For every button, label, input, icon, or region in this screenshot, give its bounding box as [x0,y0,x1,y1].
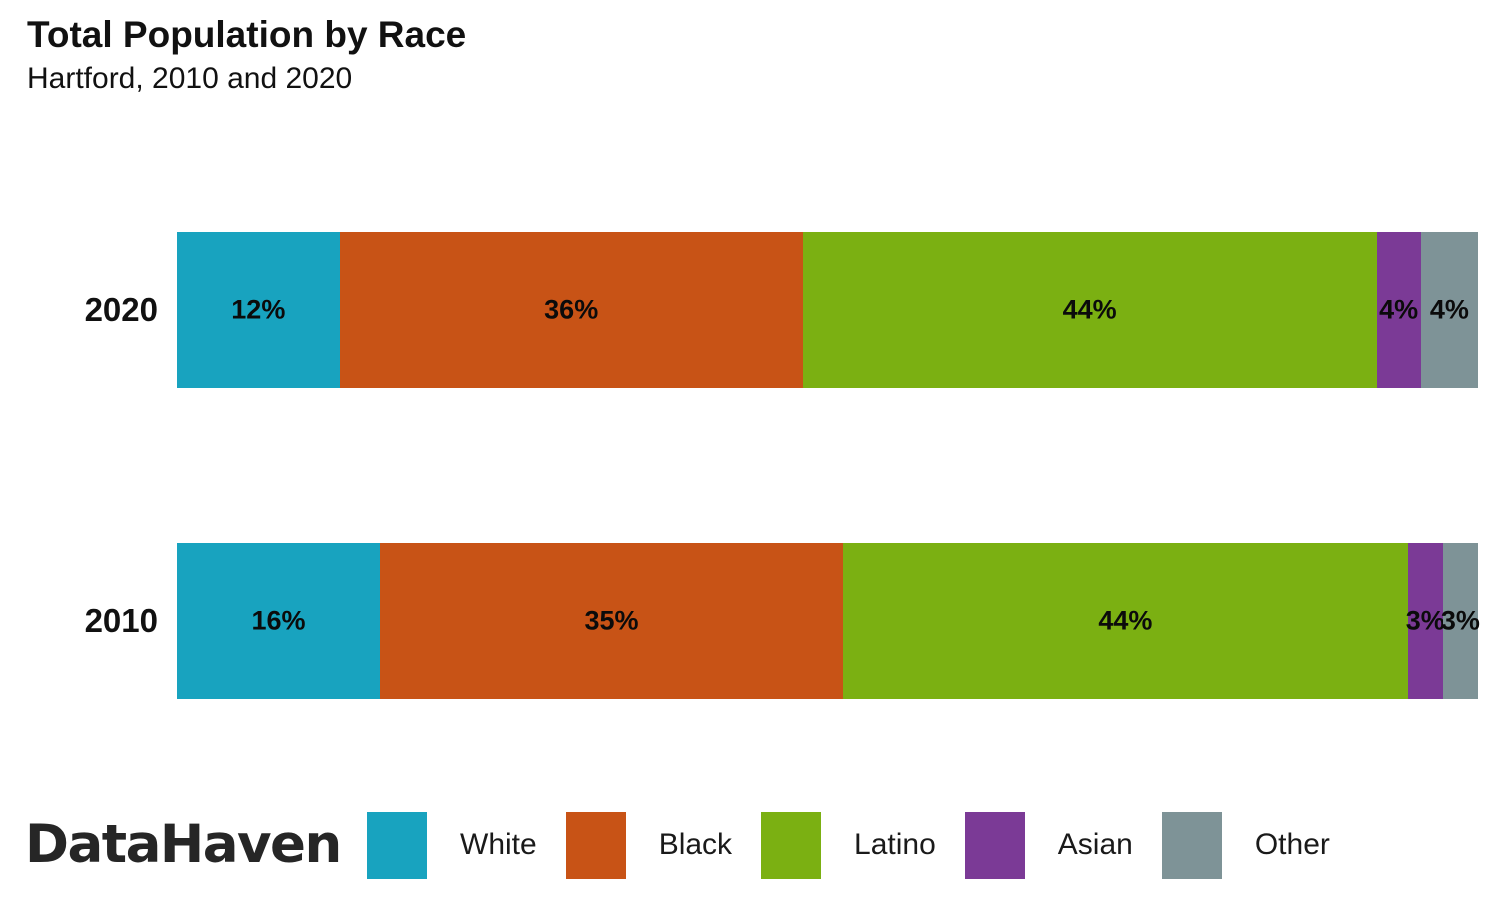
legend-label: Asian [1057,828,1133,861]
bar-row-2020: 2020 12% 36% 44% 4% 4% [0,232,1478,388]
segment-2010-white: 16% [177,543,380,699]
segment-value-label: 44% [1098,605,1153,636]
legend-item-other: Other [1161,811,1330,879]
segment-2010-other: 3% [1440,543,1480,699]
segment-2010-latino: 44% [843,543,1408,699]
legend-label: Black [658,828,733,861]
stacked-bar-2020: 12% 36% 44% 4% 4% [177,232,1478,388]
segment-value-label: 44% [1062,294,1117,325]
chart-title: Total Population by Race [27,14,467,55]
bar-row-2010: 2010 16% 35% 44% 3% 3% [0,543,1480,699]
legend-swatch-latino [761,811,822,879]
legend-item-black: Black [565,811,733,879]
stacked-bar-2010: 16% 35% 44% 3% 3% [177,543,1480,699]
segment-value-label: 3% [1440,605,1480,636]
chart-header: Total Population by Race Hartford, 2010 … [27,14,466,96]
segment-value-label: 16% [251,605,306,636]
segment-2020-asian: 4% [1376,232,1421,388]
legend: White Black Latino Asian Other [367,811,1330,879]
axis-label-2010: 2010 [84,602,158,639]
chart-subtitle: Hartford, 2010 and 2020 [27,61,353,95]
segment-2020-white: 12% [177,232,340,388]
legend-label: Other [1254,828,1330,861]
segment-value-label: 36% [544,294,599,325]
legend-swatch-white [367,811,427,879]
brand-logo: DataHaven [25,814,342,875]
legend-label: White [460,828,537,861]
legend-swatch-other [1161,811,1222,879]
segment-2020-latino: 44% [802,232,1377,388]
segment-2020-other: 4% [1420,232,1478,388]
segment-value-label: 4% [1379,294,1419,325]
axis-label-2020: 2020 [84,291,158,328]
legend-swatch-black [565,811,626,879]
legend-label: Latino [854,828,936,861]
legend-item-white: White [367,811,537,879]
legend-swatch-asian [964,811,1025,879]
segment-2010-black: 35% [379,543,844,699]
segment-value-label: 35% [584,605,639,636]
segment-value-label: 12% [231,294,286,325]
segment-value-label: 4% [1429,294,1469,325]
legend-item-latino: Latino [761,811,936,879]
segment-value-label: 3% [1405,605,1445,636]
legend-item-asian: Asian [964,811,1133,879]
segment-2020-black: 36% [339,232,803,388]
segment-2010-asian: 3% [1405,543,1445,699]
